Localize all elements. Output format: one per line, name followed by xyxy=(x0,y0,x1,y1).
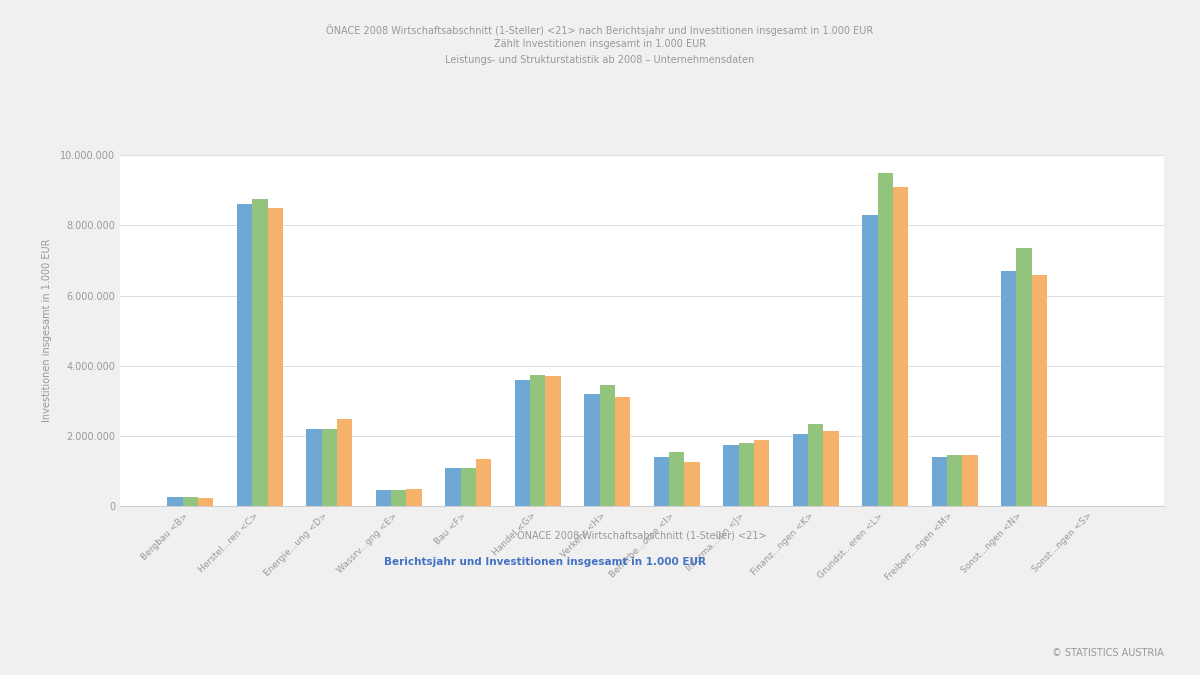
Text: Zählt Investitionen insgesamt in 1.000 EUR: Zählt Investitionen insgesamt in 1.000 E… xyxy=(494,39,706,49)
Bar xyxy=(530,375,546,506)
Bar xyxy=(670,452,684,506)
Bar xyxy=(546,377,560,506)
Text: Leistungs- und Strukturstatistik ab 2008 – Unternehmensdaten: Leistungs- und Strukturstatistik ab 2008… xyxy=(445,55,755,65)
Bar xyxy=(863,215,877,506)
Bar xyxy=(654,457,670,506)
Bar xyxy=(407,489,421,506)
Bar xyxy=(391,490,407,506)
Bar xyxy=(823,431,839,506)
Bar xyxy=(1016,248,1032,506)
Bar xyxy=(252,199,268,506)
Bar xyxy=(376,491,391,506)
Bar xyxy=(306,429,322,506)
Bar xyxy=(476,459,491,506)
Text: Berichtsjahr und Investitionen insgesamt in 1.000 EUR: Berichtsjahr und Investitionen insgesamt… xyxy=(384,557,706,567)
Bar xyxy=(738,443,754,506)
Bar xyxy=(1032,275,1048,506)
Bar xyxy=(461,468,476,506)
Bar xyxy=(322,429,337,506)
Bar xyxy=(584,394,600,506)
Bar xyxy=(168,497,182,506)
Bar xyxy=(182,497,198,506)
Bar xyxy=(754,439,769,506)
Bar xyxy=(268,208,283,506)
Bar xyxy=(724,445,738,506)
Bar xyxy=(600,385,614,506)
Text: ÖNACE 2008 Wirtschaftsabschnitt (1-Steller) <21>: ÖNACE 2008 Wirtschaftsabschnitt (1-Stell… xyxy=(517,530,767,541)
Bar xyxy=(947,456,962,506)
Bar xyxy=(515,380,530,506)
Bar xyxy=(337,418,353,506)
Bar xyxy=(1001,271,1016,506)
Bar xyxy=(931,457,947,506)
Text: ÖNACE 2008 Wirtschaftsabschnitt (1-Steller) <21> nach Berichtsjahr und Investiti: ÖNACE 2008 Wirtschaftsabschnitt (1-Stell… xyxy=(326,24,874,36)
Bar xyxy=(793,434,808,506)
Bar xyxy=(893,187,908,506)
Bar xyxy=(236,205,252,506)
Bar xyxy=(614,398,630,506)
Bar xyxy=(962,456,978,506)
Bar xyxy=(684,462,700,506)
Bar xyxy=(808,424,823,506)
Text: © STATISTICS AUSTRIA: © STATISTICS AUSTRIA xyxy=(1052,648,1164,658)
Y-axis label: Investitionen insgesamt in 1.000 EUR: Investitionen insgesamt in 1.000 EUR xyxy=(42,239,52,423)
Bar xyxy=(445,468,461,506)
Bar xyxy=(198,498,214,506)
Bar xyxy=(877,173,893,506)
